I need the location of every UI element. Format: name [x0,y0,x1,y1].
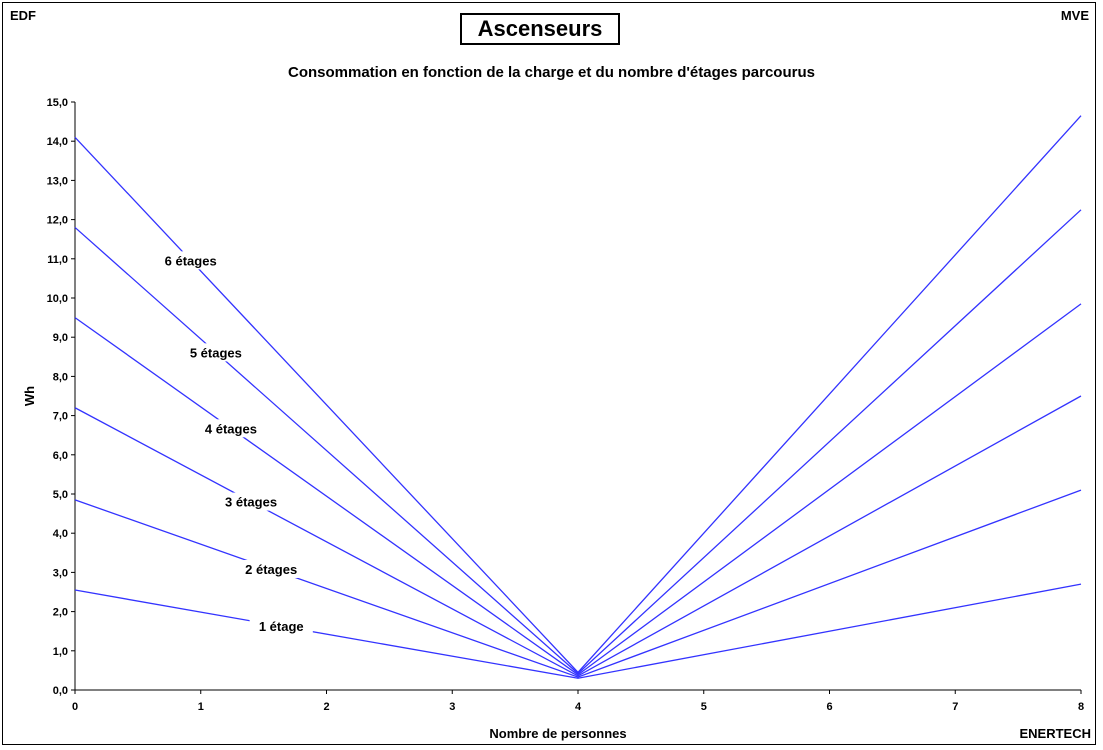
x-tick-label: 3 [449,701,455,713]
y-tick-label: 5,0 [53,489,68,501]
series-lines [74,115,1082,679]
series-label-bg [180,343,252,362]
x-tick-label: 0 [72,701,78,713]
x-tick-label: 2 [323,701,329,713]
series-label: 1 étage [259,619,304,634]
corner-label-left: EDF [10,8,36,23]
axes: 0,01,02,03,04,05,06,07,08,09,010,011,012… [47,97,1084,713]
y-axis-label: Wh [22,386,37,406]
series-line [74,395,1082,677]
y-tick-label: 4,0 [53,528,68,540]
series-label: 2 étages [245,562,297,577]
y-tick-label: 7,0 [53,411,68,423]
corner-label-right: MVE [1060,8,1089,23]
series-label: 6 étages [165,253,217,268]
y-tick-label: 0,0 [53,685,68,697]
y-tick-label: 14,0 [47,136,68,148]
series-label: 4 étages [205,421,257,436]
y-tick-label: 3,0 [53,567,68,579]
y-tick-label: 13,0 [47,175,68,187]
y-tick-label: 2,0 [53,607,68,619]
x-axis-label: Nombre de personnes [489,726,626,741]
series-label-bg [249,617,313,636]
y-tick-label: 1,0 [53,646,68,658]
x-tick-label: 7 [952,701,958,713]
y-tick-label: 15,0 [47,97,68,109]
x-tick-label: 8 [1078,701,1084,713]
x-tick-label: 4 [575,701,582,713]
x-tick-label: 1 [198,701,204,713]
series-label: 5 étages [190,345,242,360]
series-label-bg [195,419,267,438]
series-label-bg [155,251,227,270]
series-label-bg [235,559,307,578]
series-line [74,583,1082,679]
chart-title: Ascenseurs [460,13,620,45]
series-line [74,115,1082,674]
series-label-bg [215,492,287,511]
y-tick-label: 9,0 [53,332,68,344]
y-tick-label: 8,0 [53,371,68,383]
footer-label: ENERTECH [1019,726,1091,741]
y-tick-label: 10,0 [47,293,68,305]
y-tick-label: 6,0 [53,450,68,462]
chart-subtitle: Consommation en fonction de la charge et… [288,64,815,81]
x-tick-label: 6 [826,701,832,713]
x-tick-label: 5 [701,701,707,713]
series-line [74,489,1082,678]
series-label: 3 étages [225,495,277,510]
series-line [74,209,1082,675]
series-labels: 1 étage 2 étages 3 étages 4 étages 5 étages 6… [155,251,313,636]
y-tick-label: 11,0 [47,254,68,266]
y-tick-label: 12,0 [47,215,68,227]
